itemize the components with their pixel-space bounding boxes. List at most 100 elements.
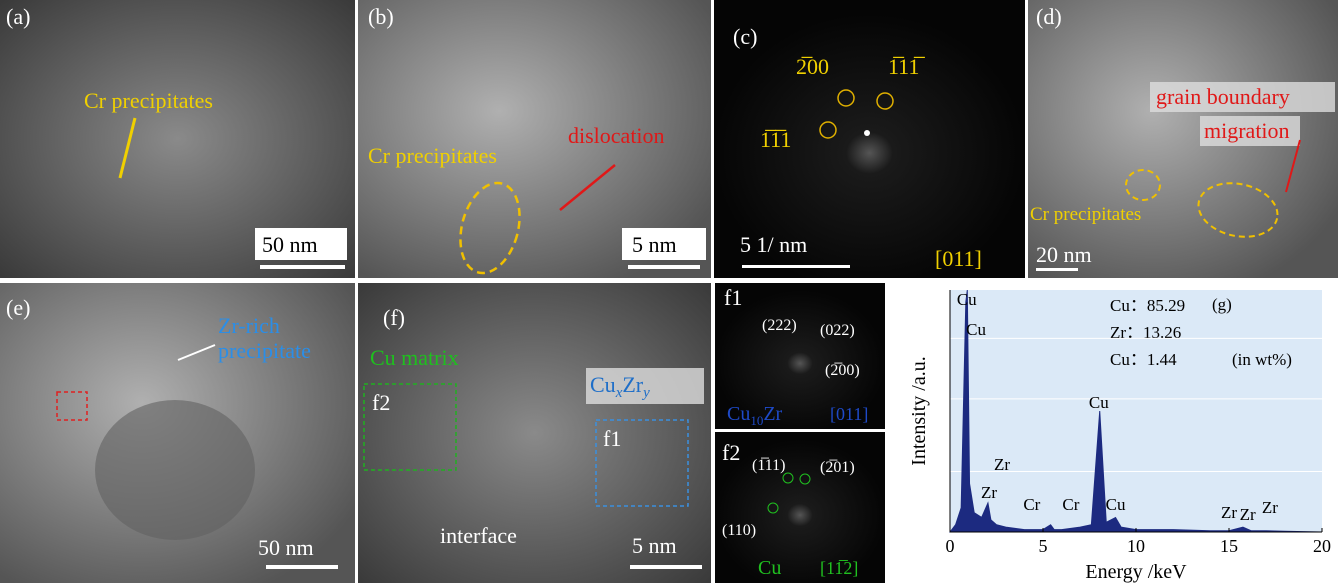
- spot-index: (222): [762, 317, 797, 334]
- scale-bar: [742, 265, 850, 268]
- scale-bar-label: 5 1/ nm: [740, 232, 807, 257]
- phase-label: Cu10Zr: [727, 403, 783, 428]
- spot-index: (1̅11): [752, 457, 785, 474]
- arrow: [118, 117, 137, 179]
- scale-bar-label: 50 nm: [258, 535, 314, 560]
- label-box: [1200, 116, 1300, 146]
- spot-index: (110): [722, 522, 756, 539]
- x-tick-label: 15: [1220, 536, 1238, 556]
- annotation: CuxZry: [590, 372, 650, 401]
- peak-label: Zr: [981, 483, 997, 502]
- composition: Cu：1.44: [1110, 350, 1177, 369]
- zone-axis: [011]: [935, 246, 982, 271]
- composition: Zr：13.26: [1110, 323, 1181, 342]
- peak-label: Cr: [1062, 495, 1079, 514]
- label-box: [586, 368, 704, 404]
- subscript: y: [641, 385, 650, 401]
- arrow: [177, 344, 216, 361]
- scale-box: [622, 228, 706, 260]
- subscript: x: [615, 385, 623, 401]
- spectrum: [948, 289, 1323, 533]
- label-box: [1150, 82, 1335, 112]
- text-part: Cu: [590, 372, 616, 397]
- peak-label: Cu: [1089, 393, 1109, 412]
- image-f2: [715, 432, 885, 583]
- image-f: [358, 283, 711, 583]
- peak-label: Zr: [1240, 505, 1256, 524]
- box: [56, 391, 88, 421]
- scale-bar: [260, 265, 345, 269]
- annotation: dislocation: [568, 123, 665, 148]
- y-axis-label: Intensity /a.u.: [908, 356, 930, 465]
- annotation: precipitate: [218, 338, 311, 363]
- panel-label: (b): [368, 4, 394, 29]
- x-tick-label: 0: [946, 536, 955, 556]
- spot-circle: [819, 121, 837, 139]
- text-part: Zr: [622, 372, 643, 397]
- spot-circle: [799, 473, 811, 485]
- annotation: Cr precipitates: [1030, 204, 1141, 225]
- peak-label: Cr: [1023, 495, 1040, 514]
- annotation: Cu matrix: [370, 345, 459, 370]
- scale-bar-label: 5 nm: [632, 533, 677, 558]
- box-label: f1: [603, 426, 621, 451]
- peak-label: Zr: [1221, 503, 1237, 522]
- annotation: grain boundary: [1156, 84, 1290, 109]
- annotation: Zr-rich: [218, 313, 280, 338]
- panel-label: (a): [6, 4, 30, 29]
- panel-label: (f): [383, 305, 405, 330]
- zone-axis: [11̅2]: [820, 558, 858, 578]
- spot-circle: [782, 472, 794, 484]
- peak-label: Cu: [1106, 495, 1126, 514]
- spot-index: 1̅1̅1: [760, 127, 791, 152]
- spot-index: 1̅11̅: [888, 54, 925, 79]
- arrow: [1285, 139, 1301, 193]
- panel-label: (d): [1036, 4, 1062, 29]
- x-axis-label: Energy /keV: [1085, 561, 1187, 583]
- spot-index: (2̅00): [825, 362, 860, 379]
- scale-bar-label: 5 nm: [632, 232, 677, 257]
- scale-box: [255, 228, 347, 260]
- panel-label: (c): [733, 24, 757, 49]
- scale-bar: [630, 565, 702, 569]
- scale-bar: [1036, 268, 1078, 271]
- annotation: migration: [1204, 118, 1290, 143]
- scale-bar: [266, 565, 338, 569]
- outline: [1125, 169, 1161, 201]
- peak-label: Zr: [994, 455, 1010, 474]
- image-c: [714, 0, 1025, 278]
- peak-label: Cu: [957, 290, 977, 309]
- spot-circle: [876, 92, 894, 110]
- spot-index: (022): [820, 322, 855, 339]
- panel-label: (e): [6, 295, 30, 320]
- subscript: 10: [750, 413, 763, 428]
- spot-circle: [767, 502, 779, 514]
- spot-index: 2̅00: [796, 54, 829, 79]
- scale-bar: [628, 265, 700, 269]
- eds-chart: (g) Cu：85.29 Zr：13.26 Cu：1.44 (in wt%) I…: [908, 290, 1322, 583]
- box-label: f2: [372, 390, 390, 415]
- text-part: Zr: [763, 403, 782, 425]
- zone-axis: [011]: [830, 404, 868, 424]
- phase-label: Cu: [758, 557, 781, 579]
- peak-label: Zr: [1262, 498, 1278, 517]
- box: [595, 419, 689, 507]
- spot-circle: [837, 89, 855, 107]
- annotation: Cr precipitates: [368, 143, 497, 168]
- x-tick-label: 20: [1313, 536, 1331, 556]
- panel-label: (g): [1212, 295, 1232, 314]
- x-tick-label: 5: [1039, 536, 1048, 556]
- image-f1: [715, 283, 885, 429]
- annotation: interface: [440, 523, 517, 548]
- outline: [459, 181, 521, 275]
- center-spot: [864, 130, 870, 136]
- x-tick-label: 10: [1127, 536, 1145, 556]
- panel-label: f2: [722, 440, 740, 465]
- spot-index: (2̅01): [820, 459, 855, 476]
- composition: (in wt%): [1232, 350, 1292, 369]
- precipitate-region: [95, 400, 255, 540]
- scale-bar-label: 50 nm: [262, 232, 318, 257]
- outline: [1197, 182, 1279, 238]
- plot-area: [950, 290, 1322, 532]
